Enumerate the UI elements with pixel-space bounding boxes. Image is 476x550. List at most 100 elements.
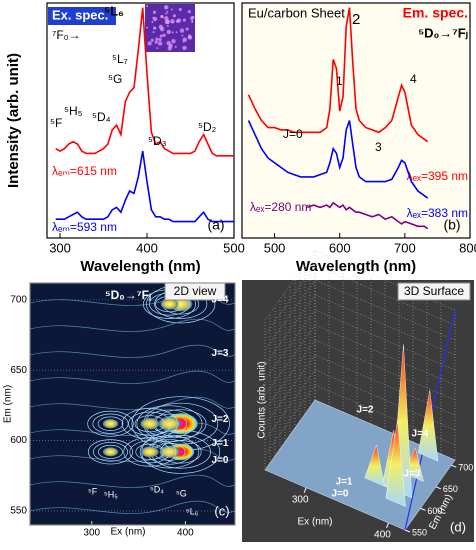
spectrum-line — [306, 201, 429, 230]
contour-ring — [97, 416, 124, 431]
inset-dot — [172, 14, 177, 18]
annotation: ⁵D₃ — [148, 134, 167, 148]
annotation: J=0 — [212, 455, 229, 466]
inset-dot — [146, 5, 148, 7]
inset-dot — [166, 10, 169, 13]
inset-dot — [164, 16, 169, 21]
series-label: λₑₓ=395 nm — [407, 169, 468, 183]
inset-dot — [152, 10, 157, 14]
annotation: Eu/carbon Sheet — [248, 5, 345, 20]
plot-frame — [29, 282, 236, 526]
panel-label: (d) — [450, 519, 466, 534]
x-axis-label: Ex (nm) — [298, 517, 333, 528]
inset-dot — [152, 16, 158, 22]
contour-line — [29, 396, 236, 410]
contour-peak — [158, 416, 181, 431]
spectrum-line — [55, 7, 234, 157]
annotation: ⁵D₄ — [92, 110, 111, 124]
contour-ring — [136, 405, 203, 443]
y-tick-label: 650 — [443, 484, 458, 494]
x-axis-label: Ex (nm) — [111, 527, 146, 538]
y-tick-label: 600 — [427, 506, 442, 516]
plots: 300 400 500 Wavelength (nm) Intensity (arb. … — [3, 2, 476, 541]
annotation: ⁵D₄ — [150, 484, 164, 494]
y-tick-label: 550 — [412, 527, 427, 537]
plot-frame — [241, 2, 471, 239]
inset-dot — [168, 43, 173, 48]
plot-frame — [46, 2, 235, 239]
inset-dot — [164, 6, 167, 9]
x-tick-label: 600 — [329, 240, 351, 255]
panel-background — [242, 3, 470, 238]
x-tick-label: 800 — [459, 240, 476, 255]
inset-dot — [185, 27, 189, 31]
spectrum-line — [247, 7, 429, 143]
inset-dot — [187, 35, 193, 40]
annotation: J=4 — [412, 429, 429, 440]
annotation: ⁷F₀→ — [52, 28, 81, 42]
x-tick-label: 400 — [136, 240, 158, 255]
series-label: λₑₓ=383 nm — [407, 206, 468, 220]
contour-ring — [92, 442, 129, 462]
panel-label: (b) — [443, 217, 460, 233]
annotation: J=0 — [283, 127, 303, 141]
inset-dot — [182, 40, 185, 43]
y-axis-label: Em (nm) — [3, 385, 14, 423]
annotation: 1 — [336, 74, 343, 88]
contour-ring — [98, 444, 123, 459]
y-tick — [420, 507, 426, 511]
spectrum-line — [247, 120, 429, 199]
x-tick — [303, 487, 307, 493]
annotation: J=2 — [212, 414, 229, 425]
inset-dot — [156, 47, 159, 50]
annotation: J=0 — [332, 489, 349, 500]
x-tick-label: 400 — [177, 528, 194, 539]
contour-ring — [135, 443, 165, 460]
y-tick-label: 600 — [10, 435, 27, 446]
contour-line — [29, 344, 236, 358]
label-box — [164, 282, 226, 301]
inset-dot — [146, 26, 149, 29]
annotation: ⁵D₀→⁷Fⱼ — [418, 25, 468, 40]
series-label: λₑₘ=615 nm — [52, 164, 117, 178]
surface-peak — [385, 420, 406, 507]
annotation: J=2 — [357, 405, 374, 416]
annotation: J=3 — [404, 469, 421, 480]
annotation: ⁵D₂ — [198, 120, 217, 134]
annotation: 2 — [352, 11, 360, 28]
y-tick — [404, 529, 411, 533]
inset-dot — [170, 19, 175, 24]
inset-dot — [171, 39, 176, 44]
x-axis-label: Wavelength (nm) — [80, 258, 200, 275]
annotation: 2D view — [174, 284, 217, 298]
annotation: ⁵G — [108, 72, 122, 86]
annotation: ⁵H₅ — [64, 104, 83, 118]
inset-dot — [158, 38, 162, 42]
annotation: Ex. spec. — [52, 7, 108, 22]
contour-ring — [87, 410, 134, 437]
inset-dot — [170, 8, 173, 11]
y-tick-label: 700 — [10, 295, 27, 306]
inset-dot — [154, 40, 158, 44]
y-tick-label: 550 — [10, 506, 27, 517]
annotation: ⁵L₇ — [112, 52, 128, 66]
annotation: ⁵H₅ — [104, 489, 118, 499]
annotation: J=3 — [212, 348, 229, 359]
inset-dot — [147, 41, 152, 46]
contour-ring — [139, 435, 200, 469]
label-box — [48, 7, 116, 25]
annotation: J=1 — [212, 438, 229, 449]
inset-dot — [165, 12, 168, 15]
annotation: J=1 — [336, 477, 353, 488]
inset-dot — [179, 28, 185, 33]
contour-ring — [123, 437, 177, 467]
contour-peak — [141, 446, 159, 458]
spectrum-line — [55, 150, 234, 223]
y-tick-label: 650 — [10, 365, 27, 376]
x-tick-label: 500 — [223, 240, 245, 255]
inset-dot — [150, 38, 154, 42]
y-tick-label: 700 — [458, 463, 473, 473]
inset-dot — [176, 18, 182, 23]
